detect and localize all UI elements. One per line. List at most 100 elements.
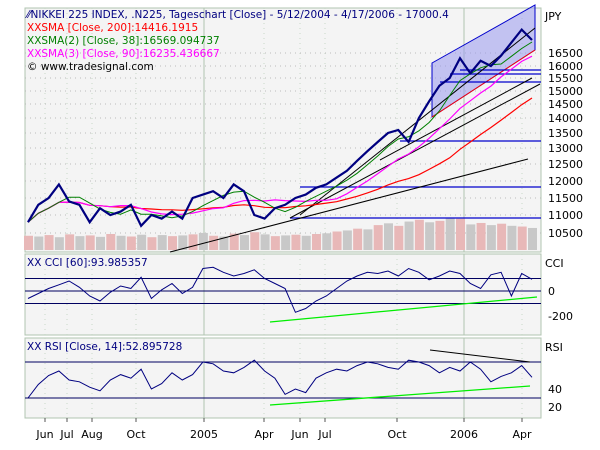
x-tick-label: Apr: [254, 428, 274, 441]
rsi-resistance-line: [429, 349, 531, 363]
cci-legend[interactable]: XX CCI [60]:93.985357: [27, 257, 148, 269]
volume-bar: [157, 235, 167, 250]
volume-bar: [209, 235, 219, 250]
volume-bar: [85, 235, 95, 250]
volume-bar: [270, 236, 280, 250]
price-tick-label: 16500: [548, 47, 583, 60]
price-tick-label: 10500: [548, 227, 583, 240]
volume-bar: [106, 234, 116, 250]
volume-bar: [168, 236, 177, 250]
volume-bar: [476, 222, 486, 250]
volume-bar: [188, 234, 198, 250]
price-tick-label: 12500: [548, 158, 583, 171]
volume-bar: [281, 235, 291, 250]
rsi-tick-label: 40: [548, 383, 562, 396]
legend-sma38[interactable]: XXSMA(2) [Close, 38]:16569.094737: [27, 35, 220, 47]
price-tick-label: 11500: [548, 192, 583, 205]
volume-bar: [486, 225, 496, 250]
volume-bar: [24, 235, 33, 250]
volume-bar: [229, 233, 239, 250]
x-tick-label: Jun: [35, 428, 53, 441]
price-tick-label: 14500: [548, 98, 583, 111]
volume-bar: [240, 235, 249, 250]
volume-bar: [394, 225, 404, 250]
legend-sma90[interactable]: XXSMA(3) [Close, 90]:16235.436667: [27, 48, 220, 60]
volume-bar: [425, 222, 435, 250]
volume-bar: [44, 235, 54, 250]
price-tick-label: 15000: [548, 85, 583, 98]
price-line: [27, 27, 533, 228]
trend-line: [379, 77, 533, 161]
volume-bar: [466, 224, 476, 250]
x-tick-label: Apr: [512, 428, 532, 441]
currency-label: JPY: [544, 10, 562, 23]
cci-tick-label: 0: [548, 285, 555, 298]
x-tick-label: 2005: [190, 428, 218, 441]
volume-bar: [342, 230, 352, 250]
volume-bar: [435, 220, 445, 250]
price-tick-label: 13000: [548, 142, 583, 155]
sma38-line: [27, 41, 533, 223]
channel-lower-line: [431, 49, 536, 118]
volume-bar: [147, 237, 157, 250]
x-tick-label: Aug: [81, 428, 102, 441]
rsi-panel-label: RSI: [545, 341, 563, 354]
rsi-line: [27, 359, 533, 399]
volume-bar: [312, 234, 321, 250]
volume-bar: [507, 225, 517, 250]
price-tick-label: 11000: [548, 209, 583, 222]
cci-support-line: [269, 296, 538, 323]
x-tick-label: 2006: [450, 428, 478, 441]
volume-bar: [260, 234, 270, 250]
cci-tick-label: -200: [548, 310, 573, 323]
volume-bar: [322, 233, 332, 250]
copyright: © www.tradesignal.com: [27, 61, 154, 73]
volume-bar: [198, 232, 208, 250]
volume-bar: [178, 235, 188, 250]
panel-rsi: [24, 337, 542, 419]
chart-title: ⁄⁄NIKKEI 225 INDEX, .N225, Tageschart [C…: [27, 9, 449, 21]
rsi-legend[interactable]: XX RSI [Close, 14]:52.895728: [27, 341, 183, 353]
x-tick-label: Jul: [317, 428, 331, 441]
volume-bar: [96, 236, 105, 250]
volume-bar: [363, 229, 373, 250]
volume-bar: [497, 223, 507, 250]
line-chart-icon: ⁄⁄: [27, 9, 31, 21]
trend-line: [289, 83, 541, 219]
volume-bar: [301, 235, 311, 250]
volume-bar: [456, 218, 465, 250]
legend-sma200[interactable]: XXSMA [Close, 200]:14416.1915: [27, 22, 199, 34]
volume-bar: [528, 227, 537, 250]
x-tick-label: Jul: [59, 428, 73, 441]
price-tick-label: 12000: [548, 175, 583, 188]
volume-bar: [332, 231, 342, 250]
x-tick-label: Oct: [126, 428, 146, 441]
volume-bar: [137, 234, 147, 250]
sma90-line: [27, 55, 533, 223]
volume-bar: [414, 219, 424, 250]
x-tick-label: Jun: [290, 428, 308, 441]
price-tick-label: 13500: [548, 127, 583, 140]
cci-line: [27, 266, 533, 313]
volume-bar: [445, 218, 455, 250]
volume-bar: [384, 223, 393, 250]
panel-cci: [24, 253, 542, 336]
volume-bar: [65, 234, 75, 250]
volume-bar: [75, 236, 85, 250]
volume-bar: [126, 236, 136, 250]
volume-bar: [353, 228, 363, 250]
price-tick-label: 16000: [548, 60, 583, 73]
x-tick-label: Oct: [387, 428, 407, 441]
volume-bar: [404, 221, 414, 250]
volume-bar: [116, 235, 126, 250]
volume-bar: [54, 237, 64, 250]
volume-bar: [219, 236, 229, 250]
volume-bar: [250, 232, 260, 250]
rsi-tick-label: 20: [548, 401, 562, 414]
volume-bar: [291, 234, 301, 250]
trend-line: [169, 158, 529, 253]
rsi-support-line: [269, 385, 531, 406]
price-tick-label: 15500: [548, 72, 583, 85]
